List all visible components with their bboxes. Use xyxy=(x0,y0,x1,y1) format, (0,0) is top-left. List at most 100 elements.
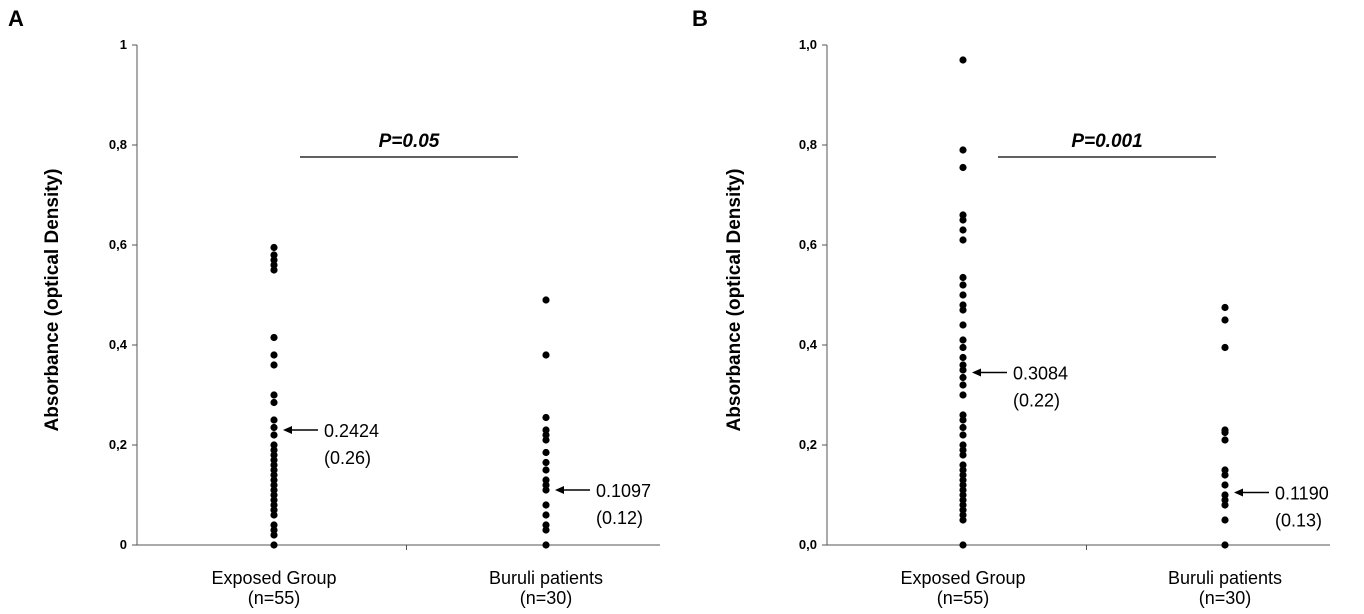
data-point xyxy=(959,321,967,329)
data-point xyxy=(542,476,550,484)
data-point xyxy=(542,448,550,457)
data-point xyxy=(542,521,550,529)
data-point xyxy=(270,261,278,269)
y-tick-label: 0,2 xyxy=(109,437,127,452)
data-point xyxy=(270,441,278,449)
data-point xyxy=(270,526,278,534)
data-point xyxy=(542,426,550,434)
y-tick-label: 0,0 xyxy=(799,537,817,552)
x-category-label-line: Buruli patients xyxy=(1168,568,1282,588)
data-point xyxy=(959,281,967,289)
annotation-arrow-head xyxy=(555,486,564,494)
data-point xyxy=(270,506,278,514)
annotation-arrow-head xyxy=(283,426,292,434)
data-point xyxy=(959,381,967,389)
data-point xyxy=(270,501,278,509)
data-point xyxy=(959,416,967,424)
data-point xyxy=(542,526,550,534)
data-point xyxy=(542,501,550,509)
data-point xyxy=(959,476,967,484)
data-point xyxy=(959,501,967,509)
x-category-label-line: Exposed Group xyxy=(900,568,1025,588)
data-point xyxy=(959,216,967,224)
data-point xyxy=(1221,501,1229,509)
annotation-spread: (0.26) xyxy=(324,448,371,468)
data-point xyxy=(1221,466,1229,474)
annotation-spread: (0.13) xyxy=(1275,511,1322,531)
annotation-median: 0.2424 xyxy=(324,421,379,441)
data-point xyxy=(270,491,278,499)
data-point xyxy=(959,391,967,399)
data-point xyxy=(270,541,278,549)
data-point xyxy=(542,511,550,519)
y-tick-label: 0,6 xyxy=(799,237,817,252)
data-point xyxy=(270,456,278,464)
data-point xyxy=(959,496,967,504)
data-point xyxy=(270,423,278,432)
x-category-label-line: (n=30) xyxy=(1199,588,1252,608)
data-point xyxy=(270,476,278,484)
data-point xyxy=(270,486,278,494)
y-axis-label: Absorbance (optical Density) xyxy=(724,169,745,432)
annotation-arrow-head xyxy=(1234,488,1243,497)
data-point xyxy=(1221,471,1229,479)
data-point xyxy=(959,441,967,449)
y-axis-label-wrap: Absorbance (optical Density) xyxy=(724,169,745,432)
data-point xyxy=(270,446,278,454)
data-point xyxy=(959,291,967,299)
y-tick-label: 0,8 xyxy=(109,137,127,152)
annotation-arrow-head xyxy=(972,368,981,377)
data-point xyxy=(959,481,967,489)
x-category-label: Buruli patients (n=30) xyxy=(1168,568,1282,608)
data-point xyxy=(542,466,550,474)
data-point xyxy=(959,336,967,344)
data-point xyxy=(1221,436,1229,444)
data-point xyxy=(959,361,967,369)
x-category-label-line: Exposed Group xyxy=(211,568,336,588)
data-point xyxy=(959,506,967,514)
data-point xyxy=(542,458,550,467)
data-point xyxy=(959,511,967,519)
data-point xyxy=(270,416,278,424)
panel-letter-a: A xyxy=(8,6,24,31)
x-category-label: Exposed Group (n=55) xyxy=(211,568,336,608)
data-point xyxy=(542,481,550,489)
data-point xyxy=(959,411,967,419)
y-tick-label: 0,6 xyxy=(109,237,127,252)
data-point xyxy=(542,541,550,549)
data-point xyxy=(959,301,967,309)
data-point xyxy=(959,306,967,314)
data-point xyxy=(270,531,278,539)
data-point xyxy=(959,373,967,382)
annotation-spread: (0.22) xyxy=(1013,391,1060,411)
data-point xyxy=(270,398,278,407)
data-point xyxy=(959,236,967,244)
data-point xyxy=(959,211,967,219)
y-tick-label: 1 xyxy=(120,37,127,52)
x-category-label-line: (n=30) xyxy=(520,588,573,608)
data-point xyxy=(270,256,278,264)
y-tick-label: 0 xyxy=(120,537,127,552)
data-point xyxy=(959,541,967,549)
data-point xyxy=(959,146,967,154)
y-tick-label: 0,2 xyxy=(799,437,817,452)
data-point xyxy=(270,266,278,274)
data-point xyxy=(1221,316,1229,324)
annotation-median: 0.1190 xyxy=(1275,484,1329,504)
data-point xyxy=(542,436,550,444)
data-point xyxy=(270,431,278,439)
data-point xyxy=(270,333,278,342)
data-point xyxy=(270,511,278,519)
data-point xyxy=(1221,428,1229,437)
x-category-label-line: Buruli patients xyxy=(489,568,603,588)
data-point xyxy=(1221,541,1229,549)
data-point xyxy=(270,521,278,529)
panel-b: B Absorbance (optical Density) 0,0 0,2 0,4… xyxy=(692,6,1330,608)
data-point xyxy=(1221,481,1229,489)
data-point xyxy=(542,486,550,494)
significance-label: P=0.05 xyxy=(379,131,440,152)
data-point xyxy=(270,451,278,459)
data-point xyxy=(959,466,967,474)
y-tick-label: 1,0 xyxy=(799,37,817,52)
